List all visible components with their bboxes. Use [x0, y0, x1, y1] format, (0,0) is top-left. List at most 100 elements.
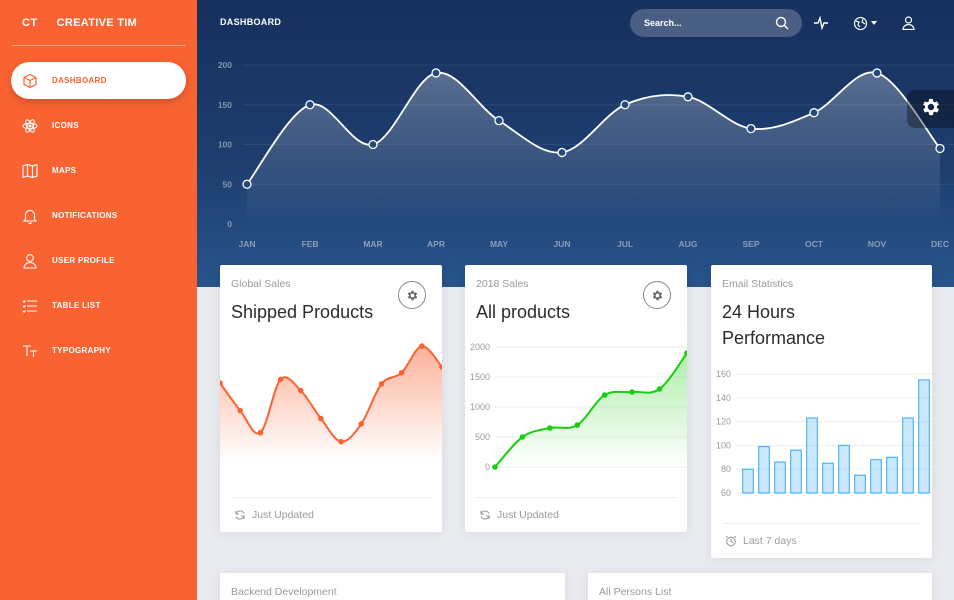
brand[interactable]: CT CREATIVE TIM	[12, 0, 185, 46]
data-point	[237, 407, 243, 414]
x-tick-label: FEB	[302, 239, 319, 249]
settings-toggle[interactable]	[907, 90, 954, 128]
card-category: Email Statistics	[722, 278, 794, 290]
card-title: All products	[476, 302, 571, 322]
chevron-down-icon[interactable]	[869, 14, 879, 32]
sidebar-item-table-list[interactable]: TABLE LIST	[11, 287, 186, 324]
card-footer: Last 7 days	[725, 535, 797, 547]
data-point	[419, 343, 425, 349]
search-input[interactable]	[630, 9, 802, 37]
bar	[854, 474, 866, 494]
sidebar-item-notifications[interactable]: NOTIFICATIONS	[11, 197, 186, 234]
user-icon[interactable]	[899, 14, 917, 32]
card-settings-button[interactable]	[643, 281, 671, 309]
sidebar-item-label: USER PROFILE	[52, 256, 115, 265]
data-point	[242, 179, 252, 189]
y-tick-label: 50	[223, 179, 233, 189]
panel-header: DASHBOARD 0 50 100 150 200 JAN FEB MAR APR MAY JUN…	[197, 0, 954, 287]
y-tick-label: 1500	[470, 372, 490, 382]
card-settings-button[interactable]	[398, 281, 426, 309]
data-point	[601, 392, 608, 398]
data-point	[684, 350, 687, 356]
sidebar-item-typography[interactable]: TYPOGRAPHY	[11, 332, 186, 369]
card-title-line-2: Performance	[722, 328, 826, 348]
y-tick-label: 0	[485, 462, 490, 472]
card-category: 2018 Sales	[476, 278, 529, 290]
shipped-products-chart	[220, 343, 442, 460]
card-title-line-1: 24 Hours	[722, 302, 796, 322]
cube-icon	[21, 72, 39, 90]
y-tick-label: 200	[218, 60, 232, 70]
data-point	[519, 434, 526, 440]
card-footer-text: Just Updated	[497, 509, 559, 521]
brand-name[interactable]: CREATIVE TIM	[56, 16, 138, 29]
data-point	[494, 116, 504, 126]
text-icon	[21, 342, 39, 360]
card-divider	[476, 497, 676, 498]
data-point	[683, 92, 693, 102]
x-tick-label: OCT	[805, 239, 824, 249]
card-footer: Just Updated	[479, 509, 559, 521]
card-backend-development: Backend Development	[220, 573, 565, 600]
card-footer-text: Just Updated	[252, 509, 314, 521]
map-icon	[21, 162, 39, 180]
data-point	[629, 389, 635, 395]
alarm-clock-icon	[725, 535, 737, 547]
sidebar-item-maps[interactable]: MAPS	[11, 152, 186, 189]
sidebar-item-label: ICONS	[52, 121, 79, 130]
bar	[902, 417, 914, 494]
y-tick-label: 140	[716, 393, 731, 403]
bar	[886, 456, 898, 494]
search-icon[interactable]	[773, 14, 791, 32]
data-point	[935, 143, 945, 154]
x-tick-label: MAR	[363, 239, 382, 249]
card-category: Global Sales	[231, 278, 291, 290]
bar	[742, 468, 754, 494]
globe-icon[interactable]	[851, 14, 869, 32]
bar	[838, 444, 850, 494]
card-title: Shipped Products	[231, 302, 374, 322]
data-point	[318, 415, 324, 422]
x-tick-label: DEC	[931, 239, 949, 249]
bell-icon	[21, 207, 39, 225]
data-point	[492, 464, 498, 470]
data-point	[305, 100, 315, 110]
y-tick-label: 150	[218, 100, 232, 110]
sidebar-item-user-profile[interactable]: USER PROFILE	[11, 242, 186, 279]
x-tick-label: JUL	[617, 239, 633, 249]
y-tick-label: 500	[475, 432, 490, 442]
data-point	[746, 123, 756, 134]
sidebar-item-label: TABLE LIST	[52, 301, 101, 310]
user-icon	[21, 252, 39, 270]
y-tick-label: 120	[716, 417, 731, 427]
y-tick-label: 160	[716, 369, 731, 379]
email-statistics-chart: 60 80 100 120 140 160	[716, 369, 932, 498]
x-tick-label: APR	[427, 239, 445, 249]
data-point	[656, 386, 663, 392]
data-point	[257, 429, 264, 436]
card-shipped-products: Global Sales Shipped Products Just Updat…	[220, 265, 442, 532]
gear-icon	[920, 96, 942, 123]
brand-logo-mini[interactable]: CT	[22, 16, 38, 29]
data-point	[338, 438, 344, 445]
sidebar-item-label: DASHBOARD	[52, 76, 107, 85]
data-point	[277, 376, 284, 383]
sidebar-item-dashboard[interactable]: DASHBOARD	[11, 62, 186, 99]
bar	[790, 449, 802, 494]
bar	[774, 461, 786, 494]
page-title[interactable]: DASHBOARD	[220, 17, 282, 27]
card-divider	[231, 497, 431, 498]
bar	[822, 462, 834, 494]
sidebar-item-icons[interactable]: ICONS	[11, 107, 186, 144]
data-point	[358, 421, 365, 427]
pulse-icon[interactable]	[812, 14, 830, 32]
sidebar-nav: DASHBOARD ICONS MAPS NOTIFICATIONS USER …	[0, 62, 197, 377]
data-point	[809, 108, 819, 118]
bar	[870, 459, 882, 494]
x-tick-label: NOV	[868, 239, 887, 249]
y-tick-label: 2000	[470, 342, 490, 352]
bar	[806, 417, 818, 494]
bar	[758, 446, 770, 494]
sidebar-item-label: TYPOGRAPHY	[52, 346, 112, 355]
data-point	[378, 381, 385, 387]
